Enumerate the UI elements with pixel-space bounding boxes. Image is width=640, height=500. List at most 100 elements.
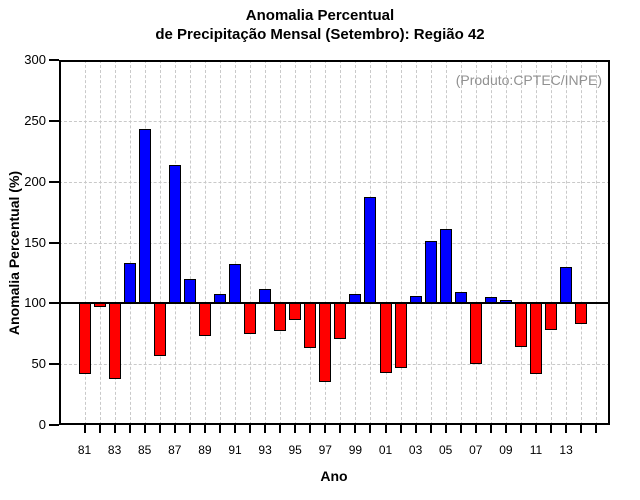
x-tick-label: 07 [469, 443, 483, 457]
x-tick-label: 87 [168, 443, 182, 457]
x-tick-label: 11 [529, 443, 543, 457]
y-axis-tick [49, 424, 59, 426]
x-axis-tick [294, 425, 297, 433]
x-axis-tick [474, 425, 477, 433]
x-axis-tick [158, 425, 161, 433]
x-axis-tick [264, 425, 267, 433]
x-axis-tick [173, 425, 176, 433]
x-axis-tick [98, 425, 101, 433]
x-tick-label: 01 [378, 443, 393, 457]
x-axis-tick [339, 425, 342, 433]
gridline-horizontal [59, 242, 610, 244]
chart-title-line1: Anomalia Percentual [245, 7, 395, 24]
bar-04 [424, 241, 437, 304]
x-axis-tick [414, 425, 417, 433]
x-axis-tick [249, 425, 252, 433]
x-axis-tick [83, 425, 86, 433]
gridline-horizontal [59, 364, 610, 366]
bar-86 [153, 303, 166, 356]
bar-96 [304, 303, 317, 349]
x-tick-label: 97 [318, 443, 332, 457]
bar-93 [259, 288, 272, 304]
y-axis-tick [49, 302, 59, 305]
y-tick-label: 0 [38, 417, 46, 432]
x-tick-label: 13 [559, 443, 573, 457]
x-axis-tick [519, 425, 522, 433]
x-axis-tick [143, 425, 146, 433]
source-annotation: (Produto:CPTEC/INPE) [455, 72, 602, 88]
y-tick-label: 250 [24, 112, 46, 128]
x-axis-tick [429, 425, 432, 433]
bar-89 [198, 303, 211, 337]
x-axis-tick [550, 425, 553, 433]
x-axis-tick [565, 425, 568, 433]
bar-02 [394, 303, 407, 368]
x-tick-label: 95 [288, 443, 302, 457]
bar-11 [530, 303, 542, 374]
y-tick-label: 50 [31, 356, 46, 372]
x-axis-tick [369, 425, 372, 433]
x-axis-tick [580, 425, 583, 433]
bar-92 [244, 303, 257, 334]
x-axis-tick [113, 425, 116, 433]
x-tick-label: 05 [439, 443, 453, 457]
x-tick-label: 93 [258, 443, 272, 457]
bar-05 [439, 229, 452, 304]
bar-10 [514, 303, 527, 348]
bar-14 [575, 303, 588, 324]
x-axis-tick [444, 425, 447, 433]
gridline-horizontal [59, 181, 610, 183]
x-axis-tick [354, 425, 357, 433]
y-axis-tick [49, 363, 59, 366]
chart-title: Anomalia Percentual de Precipitação Mens… [0, 6, 640, 44]
x-axis-tick [459, 425, 462, 433]
bar-84 [123, 263, 136, 304]
x-axis-tick [595, 425, 598, 433]
x-tick-label: 81 [77, 443, 92, 457]
x-axis-tick [504, 425, 507, 433]
y-tick-label: 200 [24, 173, 46, 189]
x-axis-tick [324, 425, 327, 433]
gridline-horizontal [59, 120, 610, 122]
x-axis-tick [218, 425, 221, 433]
x-axis-tick [489, 425, 492, 433]
x-axis-title: Ano [320, 468, 348, 484]
x-tick-label: 91 [228, 443, 242, 457]
x-tick-label: 83 [107, 443, 122, 457]
bar-83 [108, 303, 121, 379]
bar-13 [560, 266, 573, 304]
bar-88 [183, 279, 196, 304]
y-axis-tick [49, 241, 59, 244]
baseline-100 [59, 302, 610, 305]
bar-87 [168, 164, 181, 304]
bar-91 [229, 264, 241, 304]
x-axis-tick [128, 425, 131, 433]
bar-94 [274, 303, 287, 332]
y-axis-tick [49, 119, 59, 122]
bar-12 [545, 303, 558, 331]
x-axis-tick [203, 425, 206, 433]
bar-95 [289, 303, 302, 321]
x-tick-label: 99 [348, 443, 363, 457]
x-axis-tick [279, 425, 282, 433]
bar-97 [319, 303, 332, 383]
x-axis-tick [535, 425, 537, 433]
x-axis-tick [309, 425, 312, 433]
bar-01 [379, 303, 392, 373]
bar-85 [138, 129, 151, 304]
y-axis-tick [49, 59, 59, 61]
chart-title-line2: de Precipitação Mensal (Setembro): Regiã… [155, 26, 485, 43]
x-tick-label: 09 [499, 443, 513, 457]
x-axis-tick [399, 425, 402, 433]
bar-81 [78, 303, 91, 374]
plot-area: (Produto:CPTEC/INPE) [59, 60, 610, 425]
bar-98 [334, 303, 347, 339]
x-axis-tick [234, 425, 236, 433]
x-tick-label: 85 [138, 443, 152, 457]
x-tick-label: 89 [198, 443, 212, 457]
x-tick-label: 03 [408, 443, 423, 457]
y-tick-label: 100 [24, 295, 46, 311]
y-tick-label: 150 [24, 234, 46, 250]
x-axis-tick [188, 425, 191, 433]
